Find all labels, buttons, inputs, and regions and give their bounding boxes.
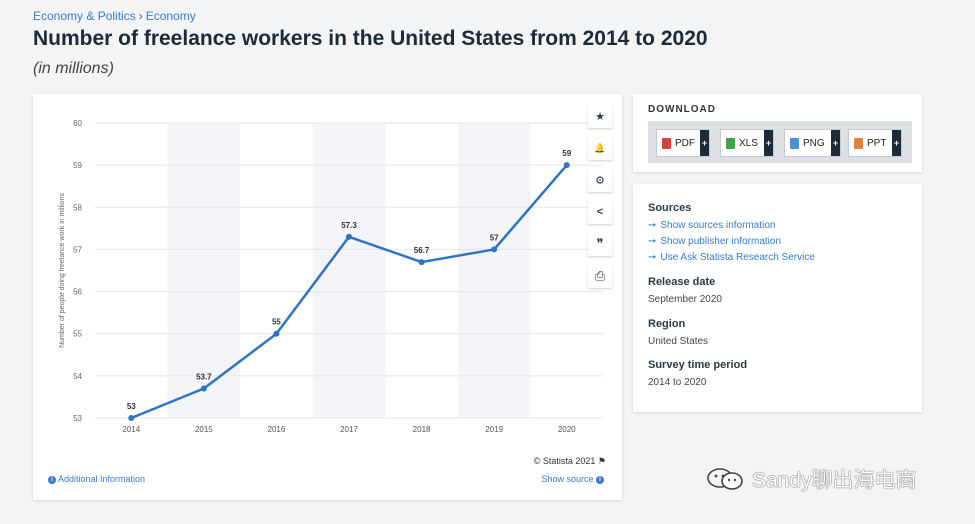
page-title: Number of freelance workers in the Unite… [33,27,708,50]
y-tick-label: 59 [73,161,82,170]
share-icon[interactable]: < [588,200,612,224]
download-xls-button[interactable]: XLS + [720,129,774,157]
data-label: 57.3 [341,221,357,230]
data-label: 53 [127,402,136,411]
ppt-file-icon [854,137,863,149]
page-subtitle: (in millions) [33,60,114,77]
cite-quote-icon[interactable]: ❞ [588,232,612,256]
xls-file-icon [726,137,735,149]
data-label: 55 [272,318,281,327]
data-point [346,233,352,240]
arrow-right-icon: ➞ [648,252,657,263]
breadcrumb: Economy & Politics › Economy [33,9,196,23]
survey-period-heading: Survey time period [648,359,748,371]
chart-card: 53 54 55 56 57 58 59 60 2014 2015 2016 2017 2018 2019… [33,94,622,500]
y-tick-label: 54 [73,372,82,381]
data-label: 57 [490,233,499,242]
data-point [563,162,570,169]
data-label: 53.7 [196,373,212,382]
breadcrumb-economy-politics[interactable]: Economy & Politics [33,9,136,23]
breadcrumb-separator: › [138,9,143,23]
x-tick-label: 2017 [340,425,358,434]
flag-icon[interactable]: ⚑ [597,456,606,466]
watermark: Sandy聊出海电商 [706,464,917,494]
download-png-button[interactable]: PNG + [784,129,841,157]
download-pdf-button[interactable]: PDF + [656,129,710,157]
print-icon[interactable]: ⎙ [588,264,612,288]
notification-bell-icon[interactable]: 🔔 [588,136,612,160]
x-tick-label: 2014 [122,425,140,434]
x-tick-label: 2015 [195,425,213,434]
y-tick-label: 55 [73,330,82,339]
info-icon: i [596,475,604,484]
download-ppt-button[interactable]: PPT + [848,129,902,157]
data-point [273,330,280,337]
xls-plus-button[interactable]: + [764,130,773,156]
release-date-value: September 2020 [648,294,722,305]
ask-statista-research-link[interactable]: ➞ Use Ask Statista Research Service [648,252,815,263]
download-buttons-row: PDF + XLS + PNG + PPT + [648,121,912,163]
alternate-band [457,123,531,418]
ppt-plus-button[interactable]: + [892,130,901,156]
line-chart: 53 54 55 56 57 58 59 60 2014 2015 2016 2017 2018 2019… [59,119,603,434]
data-point [418,259,425,266]
data-label: 56.7 [414,246,430,255]
data-label: 59 [562,149,571,158]
settings-gear-icon[interactable]: ⚙ [588,168,612,192]
pdf-plus-button[interactable]: + [700,130,709,156]
x-tick-label: 2016 [268,425,286,434]
pdf-file-icon [662,137,671,149]
y-tick-label: 58 [73,203,82,212]
wechat-icon [707,468,743,490]
region-value: United States [648,336,709,347]
info-icon: i [48,475,56,484]
download-title: DOWNLOAD [648,104,716,115]
show-source-link[interactable]: Show source i [541,474,606,484]
arrow-right-icon: ➞ [648,220,657,231]
data-point [491,246,498,253]
breadcrumb-economy[interactable]: Economy [145,9,196,23]
y-tick-label: 53 [73,414,82,423]
png-file-icon [790,137,799,149]
favorite-star-icon[interactable]: ★ [588,104,612,128]
region-heading: Region [648,318,686,330]
png-plus-button[interactable]: + [831,130,840,156]
statistic-details-panel: Sources ➞ Show sources information ➞ Show … [633,184,922,412]
data-point [128,415,135,421]
x-tick-label: 2019 [485,425,503,434]
sources-heading: Sources [648,202,692,214]
release-date-heading: Release date [648,276,716,288]
data-point [200,385,207,392]
y-axis-label: Number of people doing freelance work in… [59,193,66,348]
arrow-right-icon: ➞ [648,236,657,247]
chart-toolbar: ★ 🔔 ⚙ < ❞ ⎙ [588,104,612,296]
additional-information-link[interactable]: i Additional Information [48,474,145,484]
y-tick-label: 57 [73,245,82,254]
y-tick-label: 56 [73,288,82,297]
download-panel: DOWNLOAD PDF + XLS + PNG + PPT + [633,94,922,172]
y-tick-label: 60 [73,119,82,128]
show-publisher-information-link[interactable]: ➞ Show publisher information [648,236,782,247]
x-tick-label: 2020 [558,425,576,434]
show-sources-information-link[interactable]: ➞ Show sources information [648,220,776,231]
x-tick-label: 2018 [413,425,431,434]
survey-period-value: 2014 to 2020 [648,377,707,388]
statista-copyright: © Statista 2021 ⚑ [533,456,606,466]
